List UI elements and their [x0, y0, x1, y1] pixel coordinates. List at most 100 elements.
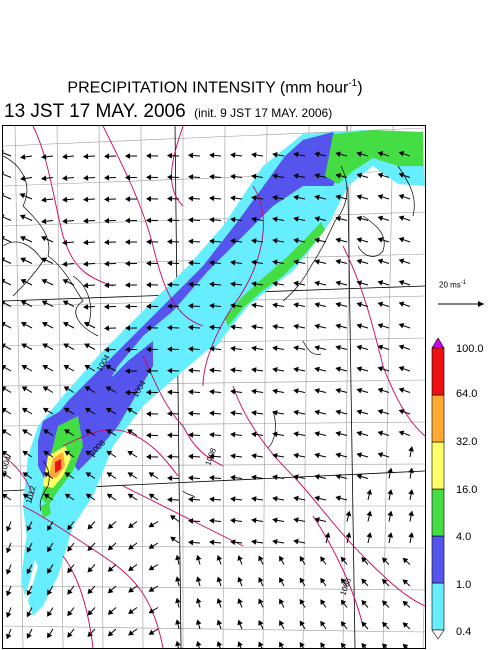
wind-arrowhead: [107, 587, 114, 594]
wind-arrowhead: [26, 525, 32, 532]
wind-arrowhead: [107, 609, 114, 615]
wind-arrowhead: [398, 430, 405, 436]
wind-arrowhead: [377, 452, 384, 458]
forecast-time: 13 JST 17 MAY. 2006 (init. 9 JST 17 MAY.…: [4, 101, 332, 123]
wind-arrow: [3, 195, 12, 200]
wind-arrowhead: [230, 152, 236, 158]
wind-arrowhead: [293, 517, 299, 523]
wind-arrowhead: [314, 280, 320, 287]
wind-arrowhead: [293, 431, 299, 437]
wind-arrowhead: [127, 429, 133, 435]
wind-arrowhead: [64, 472, 71, 478]
wind-arrowhead: [230, 388, 236, 395]
wind-arrowhead: [41, 153, 47, 160]
wind-arrowhead: [22, 429, 28, 435]
color-legend-bar: [431, 337, 445, 640]
wind-arrowhead: [62, 261, 68, 267]
wind-arrowhead: [335, 258, 341, 265]
wind-arrowhead: [314, 323, 320, 330]
wind-arrowhead: [335, 194, 341, 201]
wind-arrowhead: [188, 346, 194, 352]
wind-arrowhead: [84, 386, 91, 392]
wind-arrowhead: [67, 588, 73, 595]
wind-arrowhead: [84, 343, 90, 349]
wind-arrowhead: [377, 323, 384, 329]
wind-arrowhead: [320, 620, 326, 627]
wind-arrowhead: [356, 237, 363, 243]
wind-arrowhead: [293, 538, 299, 545]
wind-arrowhead: [175, 640, 181, 647]
wind-arrowhead: [67, 545, 73, 552]
wind-arrowhead: [106, 493, 113, 499]
wind-arrow: [3, 173, 12, 178]
wind-arrowhead: [272, 409, 278, 416]
wind-arrowhead: [41, 236, 47, 242]
wind-arrowhead: [87, 588, 94, 595]
wind-arrowhead: [62, 196, 68, 203]
wind-arrowhead: [167, 195, 173, 202]
wind-arrowhead: [84, 365, 91, 370]
wind-arrowhead: [387, 510, 394, 517]
wind-arrowhead: [145, 174, 152, 181]
wind-arrowhead: [21, 386, 28, 392]
wind-arrowhead: [195, 640, 202, 647]
wind-arrowhead: [272, 216, 278, 223]
wind-arrowhead: [22, 493, 29, 499]
rain-band-moderate: [43, 132, 348, 486]
wind-arrowhead: [47, 525, 53, 531]
wind-arrowhead: [167, 389, 173, 396]
wind-arrowhead: [398, 215, 405, 221]
wind-arrowhead: [6, 590, 12, 597]
wind-arrowhead: [124, 174, 131, 181]
wind-arrowhead: [167, 410, 173, 417]
wind-arrowhead: [272, 259, 278, 266]
wind-arrowhead: [314, 495, 320, 502]
wind-arrowhead: [3, 236, 5, 240]
wind-arrowhead: [377, 151, 384, 157]
wind-arrowhead: [377, 344, 384, 351]
wind-arrowhead: [188, 238, 194, 245]
wind-arrowhead: [62, 153, 68, 160]
wind-arrowhead: [167, 475, 173, 482]
wind-arrowhead: [335, 473, 341, 480]
valid-time: 13 JST 17 MAY. 2006: [4, 101, 186, 122]
wind-arrowhead: [145, 282, 152, 288]
wind-arrowhead: [26, 568, 32, 575]
wind-arrowhead: [3, 472, 8, 478]
wind-arrowhead: [64, 493, 71, 499]
wind-arrowhead: [209, 517, 215, 524]
wind-arrowhead: [237, 598, 243, 604]
wind-arrowhead: [314, 452, 320, 459]
wind-arrowhead: [62, 218, 68, 224]
wind-arrowhead: [188, 410, 194, 417]
wind-arrowhead: [398, 323, 405, 329]
wind-arrowhead: [3, 300, 6, 306]
wind-arrowhead: [83, 175, 89, 181]
wind-arrowhead: [381, 621, 388, 628]
wind-arrowhead: [128, 608, 134, 615]
legend-swatch: [431, 535, 445, 584]
wind-arrowhead: [398, 366, 405, 372]
wind-arrowhead: [293, 302, 299, 308]
wind-arrowhead: [6, 547, 12, 554]
wind-arrowhead: [387, 532, 394, 538]
wind-arrowhead: [314, 517, 320, 523]
wind-arrowhead: [195, 554, 202, 561]
wind-arrowhead: [103, 260, 110, 267]
wind-arrowhead: [377, 280, 384, 286]
wind-arrowhead: [299, 620, 305, 627]
wind-arrowhead: [170, 515, 176, 521]
wind-arrowhead: [251, 259, 257, 266]
wind-arrowhead: [272, 474, 278, 481]
wind-arrowhead: [167, 367, 173, 374]
wind-arrowhead: [361, 556, 367, 563]
wind-arrowhead: [167, 324, 173, 331]
wind-arrowhead: [167, 238, 173, 245]
rain-band-heavy-north: [325, 130, 423, 184]
wind-arrowhead: [272, 345, 278, 352]
wind-arrowhead: [209, 431, 215, 438]
legend-level: 16.0: [456, 484, 478, 496]
wind-arrowhead: [356, 172, 363, 179]
wind-arrowhead: [279, 555, 285, 562]
wind-arrowhead: [209, 539, 215, 546]
